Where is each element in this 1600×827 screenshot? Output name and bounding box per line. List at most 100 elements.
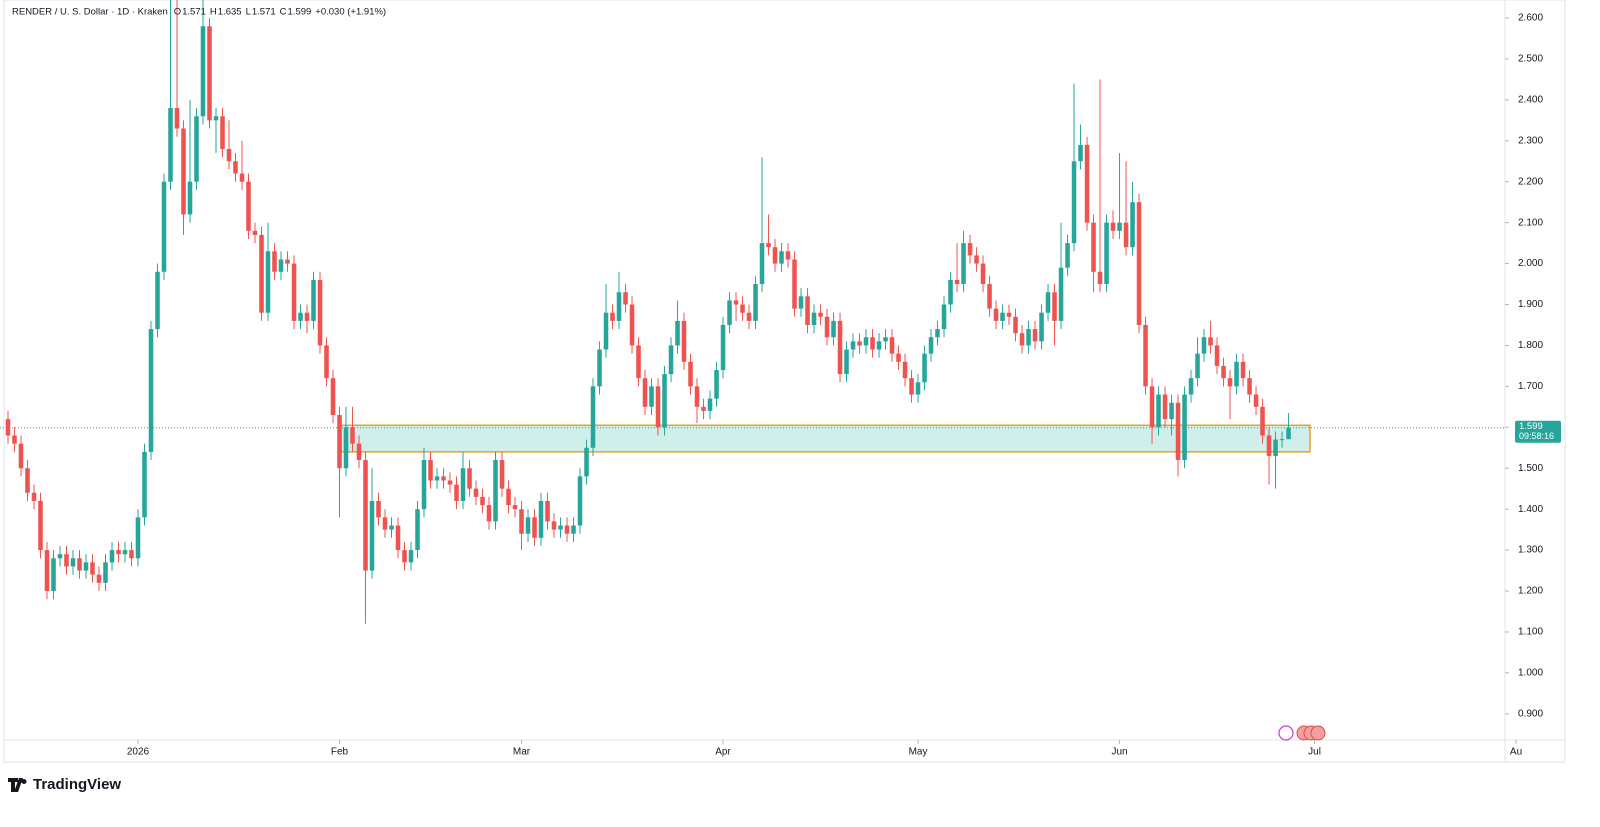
candle-body	[1234, 361, 1239, 387]
x-tick-label: Apr	[715, 747, 731, 758]
candle-body	[129, 550, 134, 559]
candle-body	[811, 312, 817, 325]
candle-body	[57, 554, 63, 559]
candle-body	[655, 386, 661, 428]
candle-body	[402, 550, 407, 563]
candle-body	[1208, 337, 1213, 346]
candle-body	[753, 284, 758, 321]
candle-body	[876, 341, 882, 350]
candle-body	[324, 345, 329, 379]
candle-body	[538, 500, 544, 538]
candle-body	[889, 337, 895, 354]
y-tick-label: 2.600	[1518, 13, 1543, 24]
candle-body	[155, 271, 160, 330]
candle-body	[714, 370, 719, 399]
candle-body	[1026, 329, 1031, 346]
candle-body	[44, 550, 50, 592]
candle-body	[1000, 312, 1005, 321]
candle-body	[174, 108, 180, 129]
candle-body	[1045, 292, 1051, 313]
candle-body	[233, 161, 238, 174]
candle-body	[135, 517, 141, 559]
candle-body	[285, 259, 290, 264]
y-tick-label: 1.800	[1518, 340, 1543, 351]
symbol-title: RENDER / U. S. Dollar · 1D · Kraken	[12, 7, 168, 18]
candle-body	[96, 574, 102, 583]
candle-body	[252, 230, 258, 235]
candle-body	[785, 251, 791, 260]
candle-body	[350, 427, 355, 444]
candle-body	[1078, 144, 1083, 162]
event-icon[interactable]	[1310, 725, 1326, 741]
candle-body	[363, 460, 368, 571]
ohlc-value: 1.571	[182, 7, 206, 18]
ohlc-value: 1.599	[288, 7, 312, 18]
candle-body	[896, 353, 901, 362]
y-tick-label: 1.200	[1518, 586, 1543, 597]
price-tag	[1515, 420, 1561, 443]
candle-body	[499, 460, 505, 489]
candle-body	[1091, 222, 1096, 272]
candle-body	[1097, 271, 1103, 285]
candle-body	[408, 550, 414, 563]
candle-body	[434, 476, 440, 481]
candle-body	[928, 337, 934, 354]
y-tick-label: 1.500	[1518, 463, 1543, 474]
candle-body	[473, 488, 479, 497]
candle-body	[558, 525, 563, 530]
candle-body	[1006, 312, 1012, 317]
candle-body	[103, 562, 108, 583]
candle-body	[31, 492, 37, 501]
candle-body	[142, 451, 147, 518]
candle-body	[356, 443, 362, 461]
candle-body	[1156, 394, 1161, 428]
candle-body	[304, 312, 310, 321]
candle-body	[980, 263, 986, 285]
candle-body	[636, 345, 641, 379]
candle-body	[577, 476, 583, 526]
candle-body	[844, 349, 849, 375]
candle-body	[519, 509, 524, 534]
event-icon[interactable]	[1278, 725, 1294, 741]
candle-body	[597, 349, 602, 387]
candle-body	[935, 329, 940, 338]
candle-body	[1188, 378, 1194, 395]
candle-body	[863, 337, 869, 346]
candle-body	[720, 324, 726, 370]
y-tick-label: 1.700	[1518, 381, 1543, 392]
candle-body	[291, 263, 297, 321]
candle-body	[77, 558, 82, 571]
candle-body	[298, 312, 303, 321]
candle-body	[1110, 222, 1116, 231]
candle-body	[564, 525, 570, 534]
candle-body	[200, 26, 206, 117]
candle-body	[662, 374, 667, 428]
candle-body	[1130, 202, 1135, 248]
candle-body	[493, 460, 498, 522]
candle-body	[239, 173, 245, 182]
candle-body	[675, 320, 680, 346]
ohlc-key: O	[174, 7, 181, 18]
candle-body	[1143, 324, 1148, 387]
y-tick-label: 1.900	[1518, 299, 1543, 310]
candle-body	[1117, 222, 1122, 231]
candle-body	[1019, 333, 1025, 346]
ohlc-key: L	[246, 7, 251, 18]
candle-body	[382, 517, 388, 530]
candle-body	[792, 259, 797, 309]
candle-body	[421, 460, 427, 510]
plot-area	[0, 0, 1505, 624]
y-tick-label: 2.100	[1518, 217, 1543, 228]
candle-body	[161, 181, 167, 272]
candle-body	[902, 361, 908, 379]
candle-body	[376, 500, 381, 518]
candle-body	[447, 480, 453, 485]
candle-body	[330, 378, 336, 416]
candle-body	[467, 468, 472, 489]
y-tick-label: 2.400	[1518, 95, 1543, 106]
ohlc-value: 1.571	[252, 7, 276, 18]
candle-body	[369, 500, 375, 571]
candle-body	[1260, 406, 1265, 436]
candle-body	[389, 525, 394, 530]
